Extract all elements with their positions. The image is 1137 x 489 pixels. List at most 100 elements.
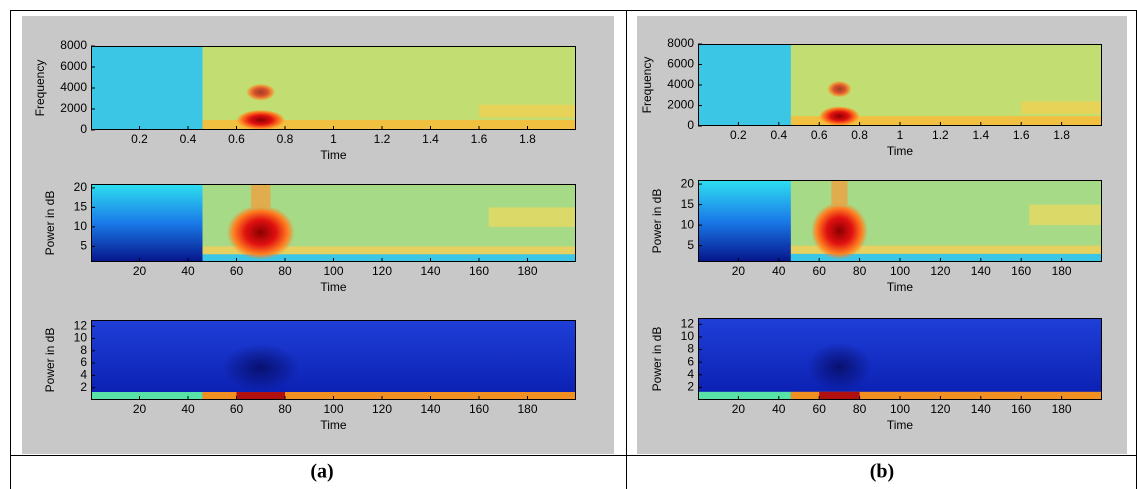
x-tick-label: 120 [372, 264, 392, 278]
heat-region [202, 119, 577, 130]
y-tick-label: 10 [74, 331, 88, 345]
heat-region [1029, 204, 1102, 226]
x-tick-label: 40 [772, 264, 786, 278]
y-axis-label: Power in dB [43, 328, 57, 393]
x-tick-label: 20 [133, 402, 147, 416]
heat-blob [807, 342, 872, 392]
heat-region [790, 391, 1102, 400]
x-tick-label: 140 [971, 264, 991, 278]
x-tick-label: 100 [323, 264, 343, 278]
heat-region [91, 320, 576, 400]
y-tick-label: 15 [681, 197, 695, 211]
x-tick-label: 100 [323, 402, 343, 416]
heat-region [202, 246, 577, 255]
x-tick-label: 120 [930, 264, 950, 278]
x-tick-label: 1.6 [1013, 128, 1030, 142]
heat-region [91, 46, 203, 130]
heatmap [698, 44, 1102, 127]
x-tick-label: 60 [230, 402, 244, 416]
heat-region [236, 392, 285, 400]
y-tick-label: 5 [80, 239, 87, 253]
x-tick-label: 1.4 [972, 128, 989, 142]
x-tick-label: 60 [813, 402, 827, 416]
heat-region [819, 391, 860, 400]
x-tick-label: 60 [813, 264, 827, 278]
x-tick-label: 1.4 [422, 132, 439, 146]
heat-blob [819, 106, 860, 127]
heat-region [488, 207, 576, 227]
y-tick-label: 2 [80, 380, 87, 394]
heatmap [91, 320, 577, 400]
x-tick-label: 1 [330, 132, 337, 146]
y-tick-label: 6000 [60, 59, 87, 73]
x-tick-label: 140 [971, 402, 991, 416]
x-axis-label: Time [320, 418, 347, 432]
x-tick-label: 180 [517, 402, 537, 416]
y-tick-label: 4000 [667, 77, 694, 91]
y-tick-label: 8000 [60, 38, 87, 52]
x-tick-label: 80 [278, 402, 292, 416]
heat-blob [236, 109, 285, 130]
heat-blob [827, 80, 852, 98]
y-tick-label: 6000 [667, 57, 694, 71]
caption: (b) [870, 461, 894, 483]
y-tick-label: 10 [681, 217, 695, 231]
x-tick-label: 20 [133, 264, 147, 278]
x-tick-label: 180 [517, 264, 537, 278]
x-tick-label: 80 [853, 264, 867, 278]
y-tick-label: 2000 [60, 101, 87, 115]
heatmap [91, 46, 577, 130]
x-tick-label: 80 [278, 264, 292, 278]
heat-blob [221, 344, 300, 392]
heat-region [698, 180, 791, 262]
heat-region [1021, 101, 1102, 114]
x-tick-label: 0.8 [277, 132, 294, 146]
y-tick-label: 8000 [667, 36, 694, 50]
y-tick-label: 12 [74, 318, 88, 332]
heatmap [91, 184, 577, 262]
x-tick-label: 1.8 [1053, 128, 1070, 142]
x-tick-label: 180 [1052, 264, 1072, 278]
y-tick-label: 2000 [667, 98, 694, 112]
heat-region [698, 44, 791, 126]
caption: (a) [310, 461, 333, 483]
x-tick-label: 120 [372, 402, 392, 416]
y-axis-label: Power in dB [650, 327, 664, 392]
x-tick-label: 20 [732, 264, 746, 278]
heat-region [790, 245, 1102, 254]
x-tick-label: 1.2 [932, 128, 949, 142]
heat-region [698, 318, 1102, 400]
x-tick-label: 1.6 [471, 132, 488, 146]
x-tick-label: 60 [230, 264, 244, 278]
x-tick-label: 20 [732, 402, 746, 416]
x-tick-label: 0.4 [180, 132, 197, 146]
x-tick-label: 160 [1011, 264, 1031, 278]
x-axis-label: Time [320, 148, 347, 162]
heat-region [91, 392, 203, 400]
x-tick-label: 180 [1052, 402, 1072, 416]
heat-region [698, 391, 791, 400]
x-tick-label: 0.4 [770, 128, 787, 142]
y-axis-label: Frequency [33, 60, 47, 117]
y-axis-label: Frequency [640, 57, 654, 114]
y-axis-label: Power in dB [43, 191, 57, 256]
y-tick-label: 4 [687, 367, 694, 381]
x-axis-label: Time [320, 280, 347, 294]
heat-region [202, 254, 577, 262]
x-axis-label: Time [887, 144, 914, 158]
heatmap [698, 318, 1102, 400]
x-tick-label: 40 [181, 402, 195, 416]
x-tick-label: 0.2 [730, 128, 747, 142]
heat-blob [246, 83, 276, 101]
x-tick-label: 1 [897, 128, 904, 142]
x-tick-label: 0.8 [851, 128, 868, 142]
y-axis-label: Power in dB [650, 189, 664, 254]
heat-region [790, 253, 1102, 262]
x-tick-label: 40 [181, 264, 195, 278]
y-tick-label: 5 [687, 238, 694, 252]
y-tick-label: 6 [80, 355, 87, 369]
y-tick-label: 20 [681, 176, 695, 190]
y-tick-label: 12 [681, 316, 695, 330]
heat-region [831, 180, 848, 205]
